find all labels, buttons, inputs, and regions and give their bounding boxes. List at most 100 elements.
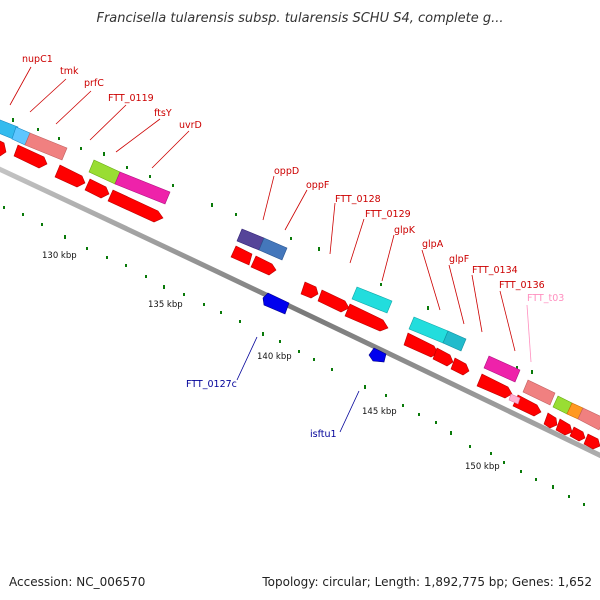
tick-mark [402,404,404,407]
tick-mark [64,235,66,239]
scale-label: 140 kbp [257,352,292,362]
cds-arrow [0,140,7,157]
cds-arrow [476,373,513,399]
tick-mark [380,283,382,286]
tick-mark [290,237,292,240]
scale-label: 135 kbp [148,300,183,310]
cds-arrow [13,144,48,169]
leader-line [151,130,190,169]
topology-summary: Topology: circular; Length: 1,892,775 bp… [261,575,592,589]
gene-label: FTT_t03 [527,293,564,304]
tick-mark [22,213,24,216]
scale-label: 145 kbp [362,407,397,417]
tick-mark [450,431,452,435]
feature-block [258,237,288,261]
tick-mark [262,332,264,336]
cds-arrow [54,164,86,188]
tick-mark [220,311,222,314]
scale-label: 130 kbp [42,251,77,261]
cds-arrow-reverse [368,347,387,363]
gene-label: FTT_0119 [108,93,154,104]
tick-mark [418,413,420,416]
tick-mark [125,264,127,267]
feature-block [577,407,600,431]
scale-label: 150 kbp [465,462,500,472]
cds-arrow [230,245,253,266]
tick-mark [313,358,315,361]
gene-label: FTT_0127c [186,379,237,390]
cds-arrow [512,394,542,417]
gene-label: FTT_0134 [472,265,518,276]
leader-line [421,249,441,311]
leader-line [115,118,161,153]
tick-mark [490,452,492,455]
gene-label: isftu1 [310,429,337,440]
gene-label: ftsY [154,108,172,119]
feature-block [114,171,171,205]
tick-mark [58,137,60,140]
cog-feature-ring [0,119,600,431]
leader-line [349,218,365,264]
tick-mark [149,175,151,178]
tick-mark [364,385,366,389]
gene-label: FTT_0129 [365,209,411,220]
cds-arrow-reverse [262,292,290,315]
cds-arrow [569,426,586,442]
gene-label: oppD [274,166,299,177]
leader-line [329,202,336,255]
tick-mark [183,293,185,296]
tick-mark [552,485,554,489]
leader-line [448,264,465,325]
tick-mark [235,213,237,216]
feature-block [442,330,467,352]
cds-arrow [250,255,277,276]
gene-label: FTT_0128 [335,194,381,205]
scale-ticks [3,118,585,506]
cds-arrow [543,412,558,429]
tick-mark [520,470,522,473]
gene-label: prfC [84,78,104,89]
tick-mark [163,285,165,289]
leader-line [262,175,275,221]
forward-cds-arrows [0,140,600,450]
tick-mark [279,340,281,343]
feature-block [351,286,393,314]
tick-mark [503,461,505,464]
accession-text: Accession: NC_006570 [9,575,145,589]
tick-mark [106,256,108,259]
reverse-cds-arrows [262,292,387,363]
tick-mark [568,495,570,498]
cds-arrow [432,347,454,367]
gene-label: FTT_0136 [499,280,545,291]
feature-block [88,159,121,185]
feature-block [236,228,265,251]
gene-label: oppF [306,180,329,191]
tick-mark [516,366,518,370]
tick-mark [298,350,300,353]
forward-gene-labels: nupC1 tmk prfC FTT_0119 ftsY uvrD oppD o… [9,54,564,363]
tick-mark [103,152,105,156]
leader-line [471,274,483,333]
tick-mark [239,320,241,323]
leader-line [381,234,395,282]
tick-mark [469,445,471,448]
feature-block [522,379,556,406]
tick-mark [331,368,333,371]
leader-line [236,336,258,381]
leader-line [499,290,516,352]
leader-line [526,304,532,363]
tick-mark [12,118,14,122]
tick-mark [211,203,213,207]
tick-mark [203,303,205,306]
leader-line [9,66,32,106]
gene-label: uvrD [179,120,202,131]
cds-arrow [317,289,350,313]
leader-line [55,90,92,125]
tick-mark [531,370,533,374]
leader-line [29,78,67,113]
tick-mark [435,421,437,424]
leader-line [89,104,127,141]
reverse-gene-labels: FTT_0127c isftu1 [186,336,360,440]
feature-block [24,132,68,161]
